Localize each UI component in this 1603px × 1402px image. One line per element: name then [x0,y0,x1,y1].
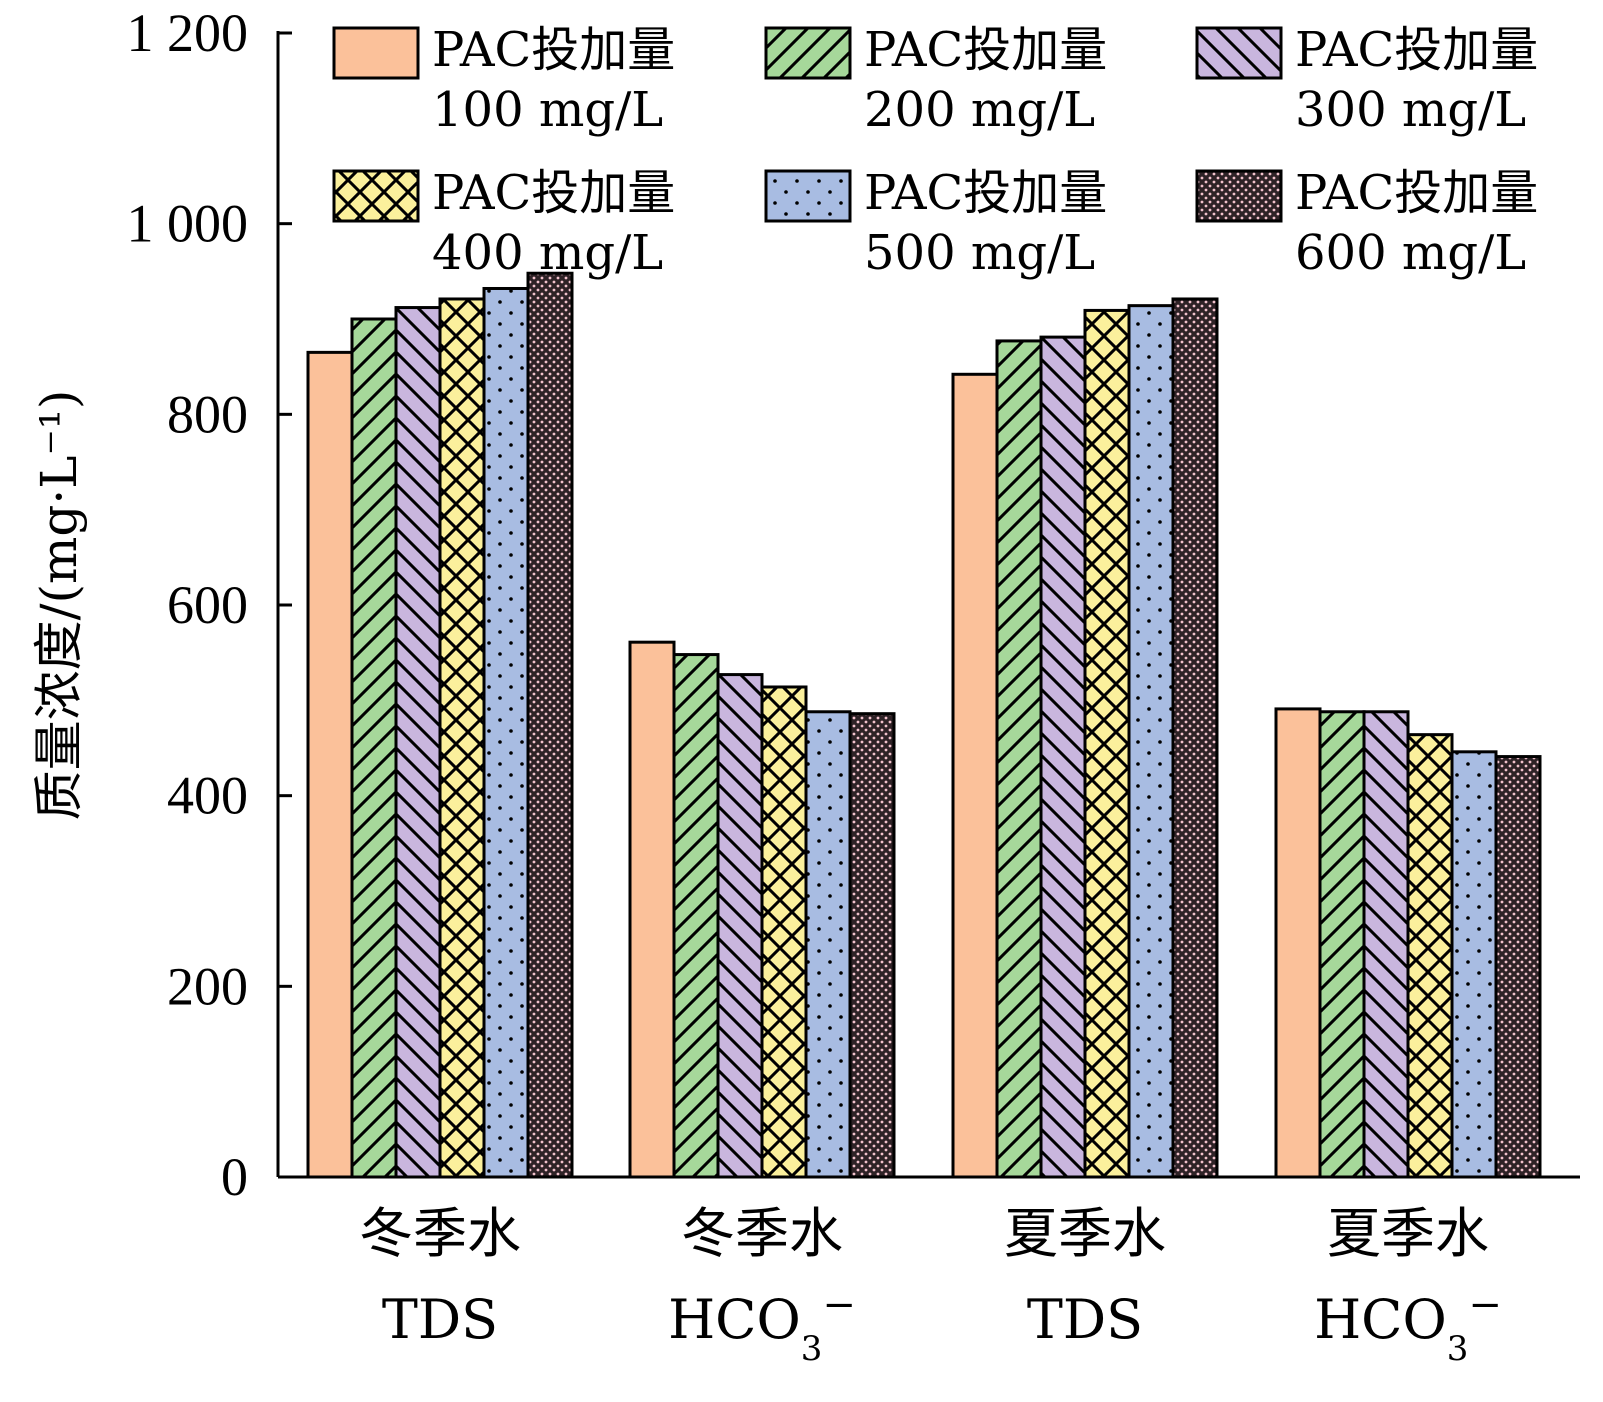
bar-series1-cat4 [1274,707,1322,1179]
legend-label: 100 mg/L [432,82,663,138]
bar-series3-cat4 [1362,710,1410,1179]
bar-series1-cat2 [628,640,676,1179]
bar-series4-cat2 [760,685,808,1179]
legend-label: PAC投加量 [864,165,1107,221]
legend-label: PAC投加量 [432,22,675,78]
bar-series1-cat1 [306,350,354,1179]
legend-label: 400 mg/L [432,225,663,281]
bar-series5-cat3 [1127,304,1175,1179]
y-tick-label: 600 [167,575,248,635]
bar-series2-cat1 [350,317,398,1179]
legend-label: 600 mg/L [1295,225,1526,281]
y-axis-label: 质量浓度/(mg·L⁻¹) [30,390,88,821]
x-category-label: 冬季水 [681,1202,843,1265]
legend-label: 200 mg/L [864,82,1095,138]
bar-series4-cat1 [438,297,486,1179]
bar-series3-cat3 [1039,335,1087,1179]
bar-series5-cat1 [482,286,530,1179]
y-tick-label: 800 [167,384,248,444]
legend-swatch [1195,26,1283,80]
bar-series2-cat4 [1318,710,1366,1179]
bar-series5-cat2 [804,710,852,1179]
x-category-label: 夏季水 [1327,1202,1489,1265]
bars-layer [306,271,1542,1179]
legend-label: 300 mg/L [1295,82,1526,138]
legend-label: PAC投加量 [1295,22,1538,78]
legend-swatch [332,26,420,80]
x-category-label: HCO3− [1314,1282,1502,1369]
bar-series6-cat4 [1494,755,1542,1179]
bar-series4-cat4 [1406,733,1454,1179]
y-tick-label: 200 [167,956,248,1016]
bar-series6-cat2 [848,712,896,1179]
y-tick-label: 1 200 [127,3,249,63]
bar-series4-cat3 [1083,308,1131,1179]
legend-label: PAC投加量 [432,165,675,221]
legend-swatch [764,26,852,80]
bar-series6-cat1 [526,271,574,1179]
legend-swatch [1195,169,1283,223]
bar-series5-cat4 [1450,750,1498,1179]
y-tick-label: 400 [167,766,248,826]
legend-label: PAC投加量 [1295,165,1538,221]
bar-series2-cat2 [672,653,720,1179]
x-category-label: TDS [1027,1288,1143,1351]
bar-series2-cat3 [995,339,1043,1179]
bar-series6-cat3 [1171,297,1219,1179]
legend-swatch [764,169,852,223]
y-tick-label: 0 [221,1147,248,1207]
y-tick-label: 1 000 [127,194,249,254]
legend-label: PAC投加量 [864,22,1107,78]
bar-series1-cat3 [951,372,999,1179]
x-category-label: HCO3− [668,1282,856,1369]
legend-swatch [332,169,420,223]
x-category-label: TDS [382,1288,498,1351]
legend-label: 500 mg/L [864,225,1095,281]
bar-series3-cat1 [394,306,442,1179]
axes: 0 200 400 600 800 1 000 1 200 冬季水 TDS 冬季水 HCO3− 夏季水… [127,3,1580,1369]
x-category-label: 夏季水 [1004,1202,1166,1265]
x-category-label: 冬季水 [359,1202,521,1265]
bar-series3-cat2 [716,673,764,1179]
